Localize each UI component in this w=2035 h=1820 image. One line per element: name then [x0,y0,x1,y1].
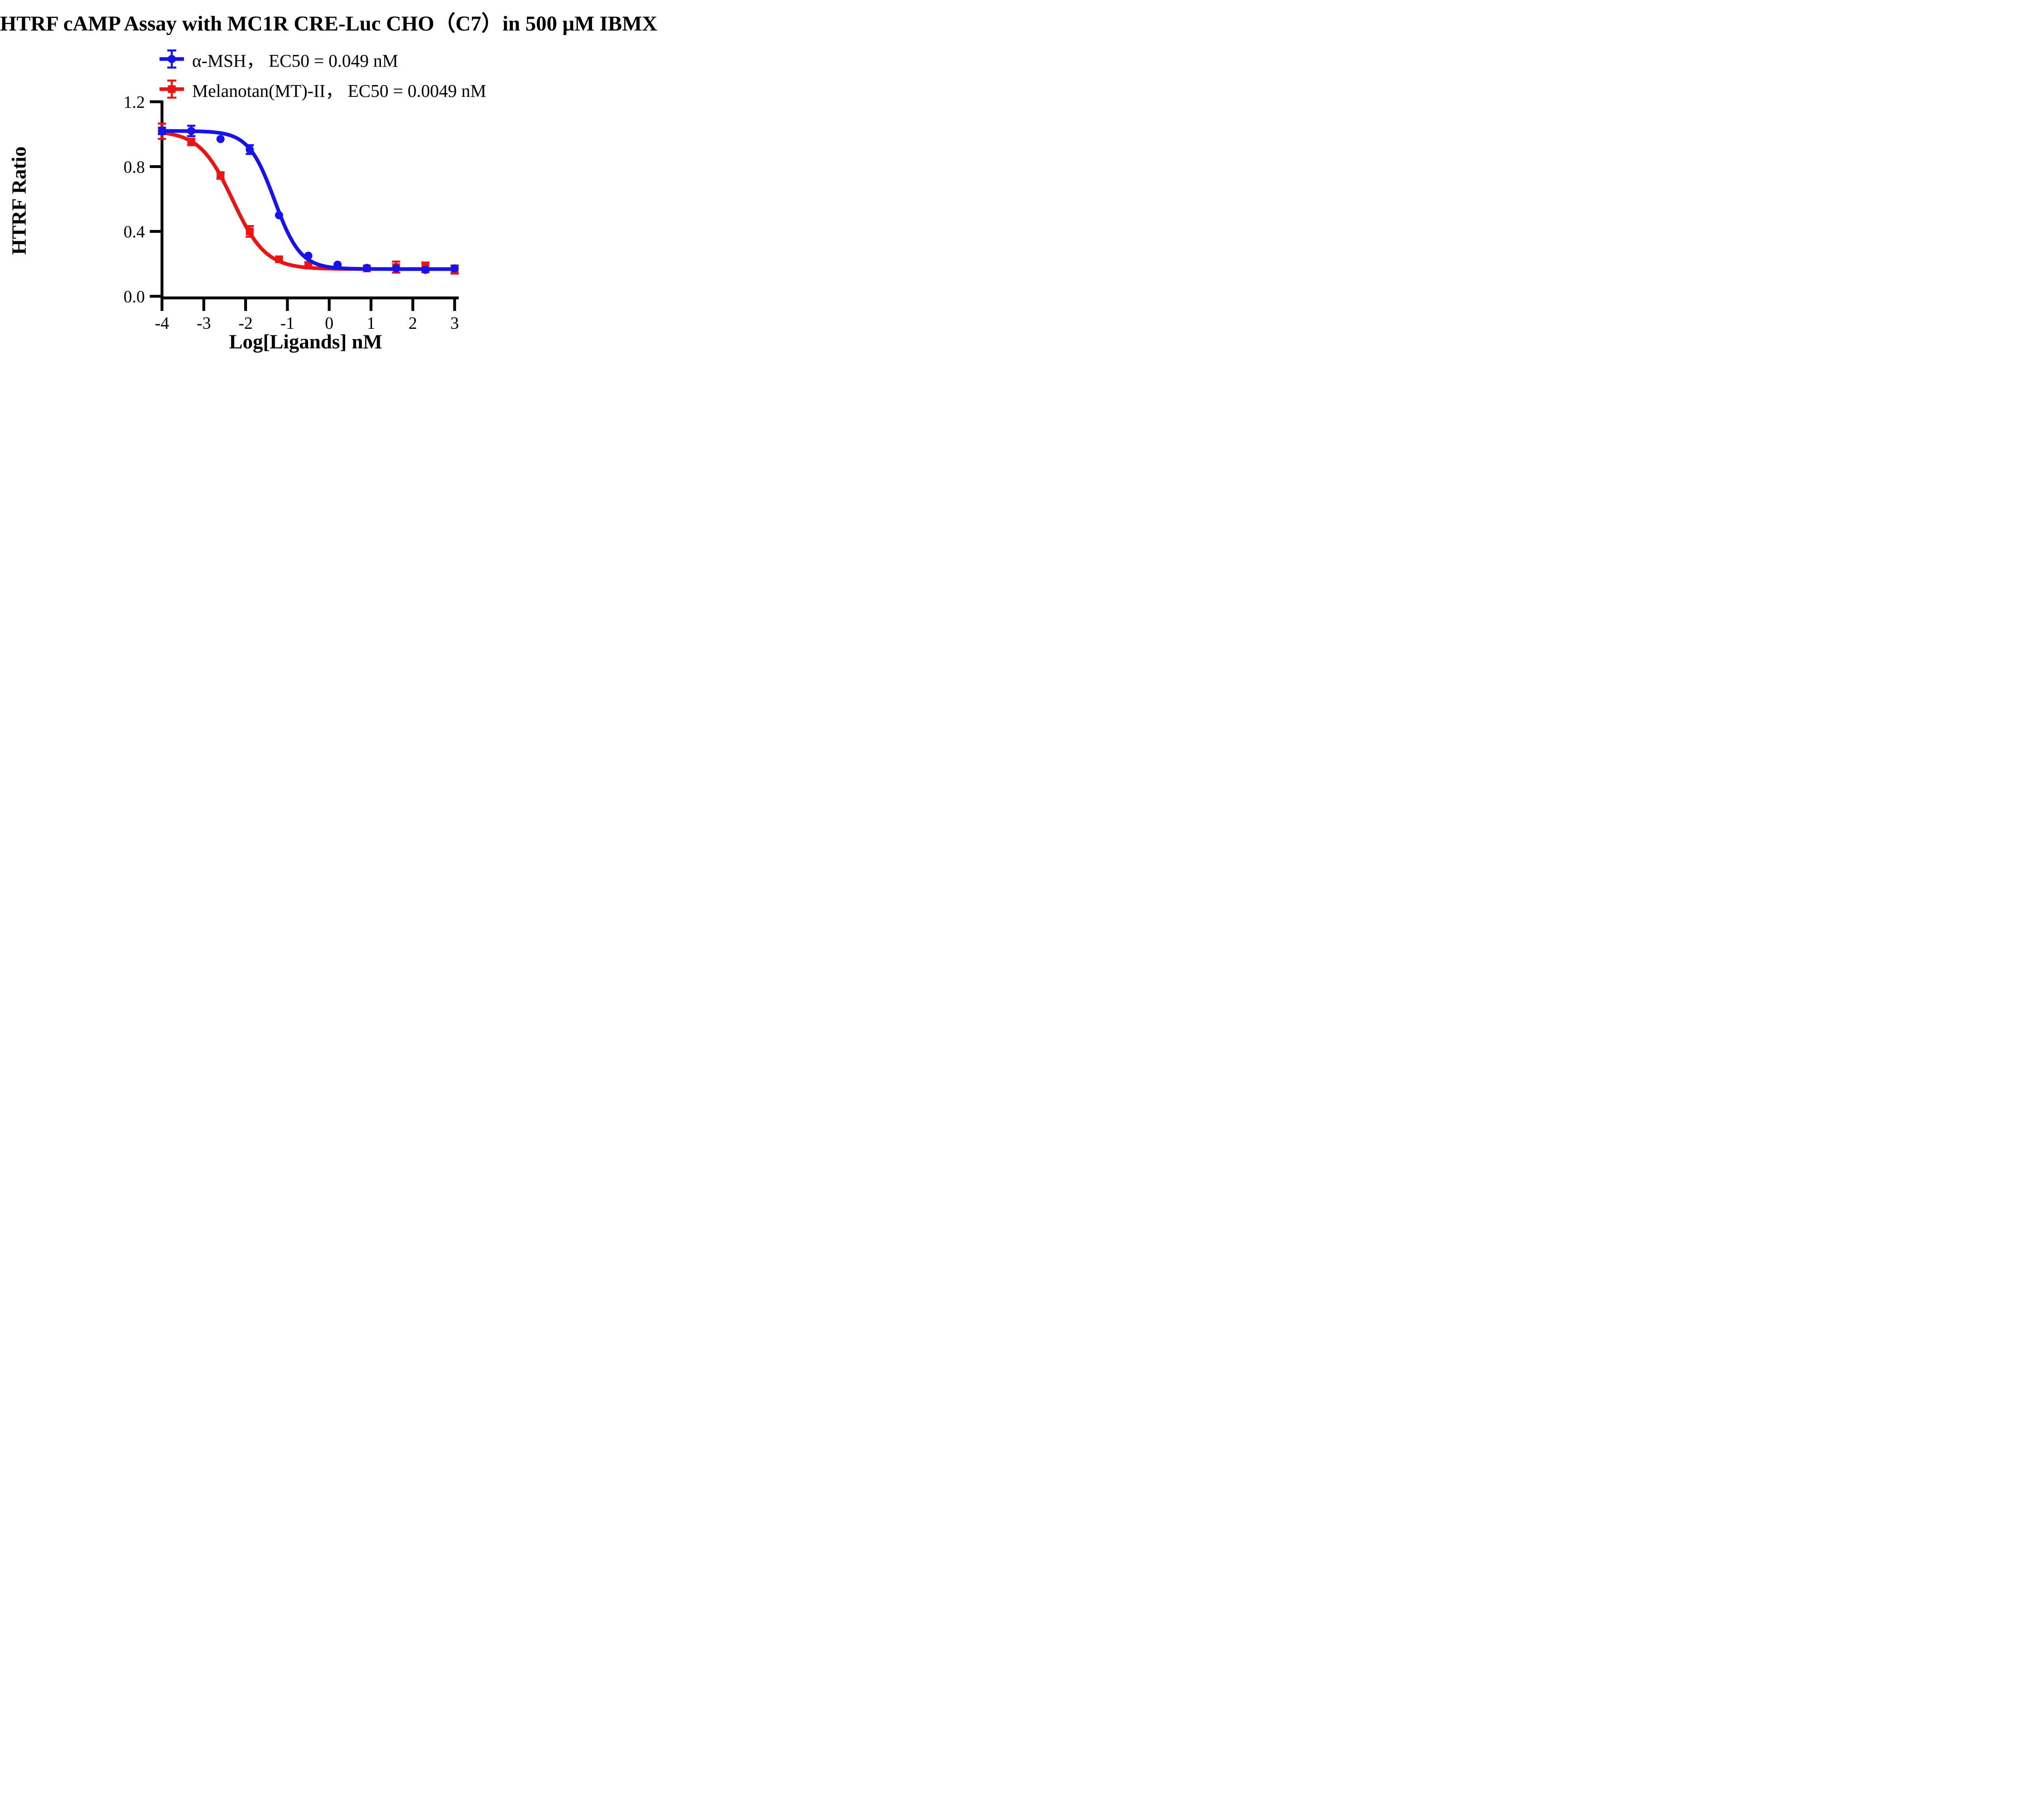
y-tick-label: 0.8 [124,158,145,177]
y-tick-label: 0.4 [124,223,145,242]
figure-root: { "title": "HTRF cAMP Assay with MC1R CR… [0,0,657,364]
legend-item-melanotan: Melanotan(MT)-II， EC50 = 0.0049 nM [159,77,486,101]
series-alpha-msh [158,125,459,274]
y-tick-label: 1.2 [124,93,145,112]
y-tick-label: 0.0 [124,288,145,306]
data-point-circle [304,252,313,260]
data-point-circle [363,264,371,272]
legend-item-alpha-msh: α-MSH， EC50 = 0.049 nM [159,47,486,71]
legend-label-alpha-msh: α-MSH， EC50 = 0.049 nM [192,51,398,71]
y-axis: 0.0 0.4 0.8 1.2 [124,93,164,306]
data-point-circle [275,211,283,219]
x-tick-label: 0 [325,314,333,333]
data-point-square [217,171,225,179]
plot-area: 0.0 0.4 0.8 1.2 -4 -3 -2 -1 0 1 2 3 [124,93,459,333]
data-point-circle [187,127,195,135]
data-point-circle [216,135,225,143]
series-melanotan [158,122,459,275]
legend-key-alpha-msh-icon [160,49,184,69]
x-tick-label: 1 [367,314,375,333]
legend: α-MSH， EC50 = 0.049 nM Melanotan(MT)-II，… [159,47,486,107]
data-point-circle [245,145,254,154]
x-tick-label: -3 [197,314,211,333]
legend-label-melanotan: Melanotan(MT)-II， EC50 = 0.0049 nM [192,81,486,101]
data-point-circle [333,260,342,269]
x-tick-label: 2 [409,314,417,333]
data-point-circle [421,266,430,274]
data-point-square [246,228,254,236]
x-tick-label: 3 [450,314,459,333]
chart-title: HTRF cAMP Assay with MC1R CRE-Luc CHO（C7… [0,12,657,35]
data-point-circle [450,264,459,273]
data-point-square [187,138,195,146]
data-point-circle [158,127,166,135]
x-tick-label: -1 [280,314,295,333]
x-tick-label: -2 [239,314,253,333]
x-axis: -4 -3 -2 -1 0 1 2 3 [155,296,459,333]
data-point-circle [392,264,400,273]
data-point-square [304,261,312,269]
legend-key-melanotan-icon [160,79,184,99]
x-tick-label: -4 [155,314,169,333]
data-point-square [275,255,283,263]
x-axis-title: Log[Ligands] nM [229,330,383,353]
fit-curve [160,131,457,271]
